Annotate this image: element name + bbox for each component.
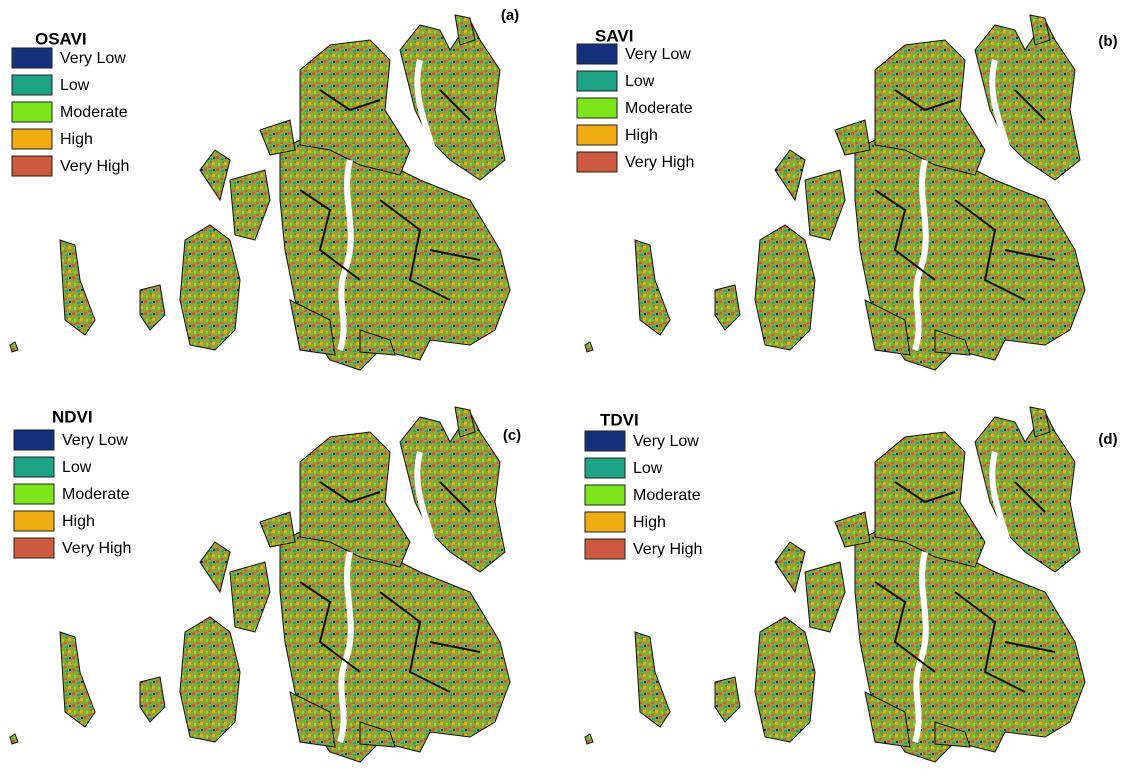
legend-swatch: [14, 538, 54, 558]
legend-swatch: [585, 485, 625, 505]
legend-swatch: [577, 71, 617, 91]
legend-label: Low: [60, 77, 90, 94]
legend-swatch: [577, 125, 617, 145]
legend-swatch: [585, 512, 625, 532]
panel-label: (b): [1098, 33, 1117, 50]
legend-label: Very High: [60, 158, 129, 175]
legend-swatch: [14, 484, 54, 504]
legend-label: Very Low: [60, 50, 126, 67]
legend-swatch: [12, 102, 52, 122]
legend-label: Moderate: [633, 487, 701, 504]
legend-swatch: [12, 75, 52, 95]
legend-label: Moderate: [62, 486, 130, 503]
legend-swatch: [585, 458, 625, 478]
legend-label: Very Low: [625, 46, 691, 63]
legend-label: Very High: [62, 540, 131, 557]
legend-label: Low: [633, 460, 663, 477]
legend-swatch: [577, 152, 617, 172]
panel-title: OSAVI: [35, 29, 87, 48]
panel-title: TDVI: [600, 410, 639, 429]
legend-label: Low: [62, 459, 92, 476]
map: [585, 15, 1085, 370]
panel-label: (d): [1098, 431, 1117, 448]
panel-title: NDVI: [52, 407, 93, 426]
legend-label: High: [60, 131, 93, 148]
panel-label: (a): [501, 7, 519, 24]
map-panel: TDVI (d) Very Low Low Moderate High Very High: [585, 407, 1118, 762]
map-panel: OSAVI (a) Very Low Low Moderate High Very High: [10, 7, 519, 370]
legend-label: Very High: [633, 541, 702, 558]
legend-label: Low: [625, 73, 655, 90]
legend-swatch: [12, 48, 52, 68]
panel-label: (c): [503, 427, 521, 444]
map: [10, 15, 510, 370]
legend-swatch: [12, 156, 52, 176]
legend-swatch: [12, 129, 52, 149]
panel-title: SAVI: [595, 26, 633, 45]
legend-swatch: [585, 431, 625, 451]
legend-label: High: [62, 513, 95, 530]
legend-swatch: [577, 98, 617, 118]
figure: OSAVI (a) Very Low Low Moderate High Very High…: [0, 0, 1137, 778]
legend-swatch: [14, 457, 54, 477]
legend-label: High: [633, 514, 666, 531]
legend-label: Very Low: [633, 433, 699, 450]
legend-label: Very High: [625, 154, 694, 171]
legend-label: Moderate: [625, 100, 693, 117]
map-panel: SAVI (b) Very Low Low Moderate High Very High: [577, 15, 1118, 370]
map-panel: NDVI (c) Very Low Low Moderate High Very High: [10, 407, 521, 762]
legend-label: Very Low: [62, 432, 128, 449]
legend-swatch: [577, 44, 617, 64]
legend-label: High: [625, 127, 658, 144]
legend-swatch: [14, 430, 54, 450]
legend-label: Moderate: [60, 104, 128, 121]
legend-swatch: [14, 511, 54, 531]
legend-swatch: [585, 539, 625, 559]
